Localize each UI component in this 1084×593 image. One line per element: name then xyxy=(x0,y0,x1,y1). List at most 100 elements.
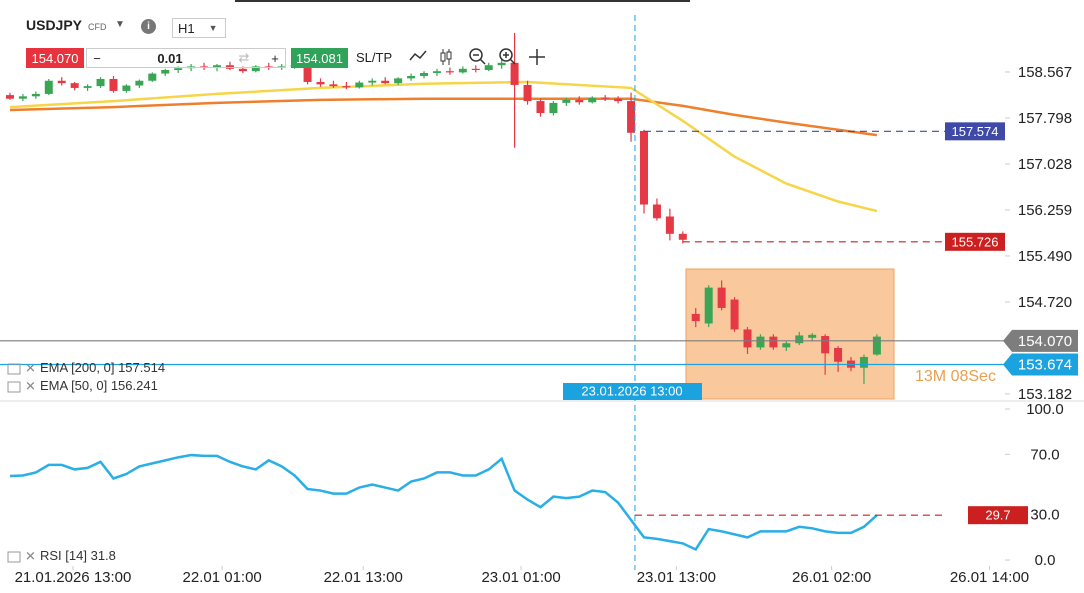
timeframe-select[interactable]: H1 ▼ xyxy=(172,18,226,38)
y-tick-label: 158.567 xyxy=(1018,64,1072,81)
candle-body xyxy=(678,233,687,240)
drawing-rectangle[interactable] xyxy=(685,268,895,400)
ema-line xyxy=(9,80,878,213)
legend-label: EMA [50, 0] 156.241 xyxy=(40,378,158,393)
y-tick-label: 155.490 xyxy=(1018,248,1072,265)
candle-body xyxy=(834,347,843,362)
sltp-button[interactable]: SL/TP xyxy=(356,49,393,65)
candle-body xyxy=(859,356,868,368)
candle-body xyxy=(44,80,53,94)
candle-body xyxy=(665,216,674,234)
buy-button[interactable]: 154.081 xyxy=(291,48,348,68)
candle-body xyxy=(588,97,597,103)
legend-menu-icon xyxy=(7,381,21,393)
candle-body xyxy=(96,78,105,87)
x-tick-label: 26.01 14:00 xyxy=(950,569,1029,586)
legend-value: 157.514 xyxy=(118,360,165,375)
y-tick-label: 70.0 xyxy=(1030,446,1059,463)
x-tick-label: 21.01.2026 13:00 xyxy=(15,569,132,586)
level-tag xyxy=(1003,353,1078,376)
zoom-out[interactable] xyxy=(469,48,486,65)
candle-body xyxy=(316,81,325,85)
pan-tool[interactable] xyxy=(529,49,545,65)
candle-body xyxy=(614,98,623,102)
legend-entry[interactable]: ✕ EMA [50, 0] 156.241 xyxy=(7,378,158,393)
candle-body xyxy=(497,62,506,66)
y-tick-label: 100.0 xyxy=(1026,401,1064,418)
candle-body xyxy=(510,62,519,85)
candle-body xyxy=(212,65,221,68)
candle-body xyxy=(70,83,79,88)
minus-button[interactable]: − xyxy=(93,50,101,66)
candle-body xyxy=(549,102,558,114)
top-border xyxy=(235,0,690,2)
volume-input[interactable]: 0.01 xyxy=(157,50,183,66)
legend-name: RSI [14] xyxy=(40,548,87,563)
candle-body xyxy=(575,99,584,103)
legend-name: EMA [50, 0] xyxy=(40,378,107,393)
symbol[interactable]: USDJPY xyxy=(26,17,83,33)
x-tick-label: 26.01 02:00 xyxy=(792,569,871,586)
level-tag-label: 29.7 xyxy=(985,508,1010,523)
volume-toggle[interactable]: ⇄ xyxy=(238,50,250,65)
countdown: 13M 08Sec xyxy=(915,368,996,385)
legend-label: RSI [14] 31.8 xyxy=(40,548,116,563)
info-icon[interactable]: i xyxy=(141,19,156,34)
candle-body xyxy=(329,84,338,87)
level-tag xyxy=(968,506,1028,525)
y-tick-label: 154.720 xyxy=(1018,294,1072,311)
sell-button[interactable]: 154.070 xyxy=(26,48,84,68)
candle-body xyxy=(407,75,416,79)
plus-button[interactable]: + xyxy=(271,50,279,66)
candle-body xyxy=(769,336,778,348)
legend-name: EMA [200, 0] xyxy=(40,360,114,375)
legend-close: ✕ xyxy=(25,378,36,393)
crosshair-label: 23.01.2026 13:00 xyxy=(581,383,682,398)
candle-body xyxy=(174,68,183,70)
tool-icons xyxy=(409,48,545,65)
legend-menu-icon xyxy=(7,551,21,563)
y-tick-label: 153.182 xyxy=(1018,386,1072,403)
zoom-in[interactable] xyxy=(499,48,516,65)
legend-value: 31.8 xyxy=(91,548,116,563)
ema-line xyxy=(9,97,878,137)
candle-body xyxy=(445,71,454,73)
timeframe: H1 xyxy=(178,20,195,36)
candle-body xyxy=(484,65,493,70)
candle-body xyxy=(109,78,118,91)
candle-body xyxy=(821,336,830,354)
legend-value: 156.241 xyxy=(111,378,158,393)
candle-body xyxy=(756,336,765,348)
candle-body xyxy=(83,86,92,88)
legend-label: EMA [200, 0] 157.514 xyxy=(40,360,165,375)
level-tag-label: 155.726 xyxy=(952,234,999,249)
candle-body xyxy=(639,130,648,205)
candle-body xyxy=(148,73,157,81)
candle-body xyxy=(652,204,661,219)
candle-body xyxy=(782,343,791,348)
candle-body xyxy=(717,287,726,308)
candle-body xyxy=(5,95,14,99)
legend-entry[interactable]: ✕ EMA [200, 0] 157.514 xyxy=(7,360,165,375)
candle-tool[interactable] xyxy=(440,49,452,65)
level-tag-label: 153.674 xyxy=(1018,356,1072,373)
x-tick-label: 23.01 13:00 xyxy=(637,569,716,586)
candle-body xyxy=(122,85,131,91)
candle-body xyxy=(31,93,40,97)
legend-entry[interactable]: ✕ RSI [14] 31.8 xyxy=(7,548,116,563)
level-tag-label: 157.574 xyxy=(952,124,999,139)
x-tick-label: 22.01 01:00 xyxy=(183,569,262,586)
x-tick-label: 23.01 01:00 xyxy=(481,569,560,586)
symbol-dropdown[interactable]: ▼ xyxy=(115,18,125,30)
candle-body xyxy=(303,65,312,82)
line-tool[interactable] xyxy=(409,50,427,61)
candle-body xyxy=(135,80,144,86)
candle-body xyxy=(161,70,170,74)
y-tick-label: 157.798 xyxy=(1018,110,1072,127)
candle-body xyxy=(704,287,713,324)
candle-body xyxy=(368,80,377,83)
legend-menu-icon xyxy=(7,363,21,375)
candle-body xyxy=(18,96,27,99)
candle-body xyxy=(536,101,545,114)
